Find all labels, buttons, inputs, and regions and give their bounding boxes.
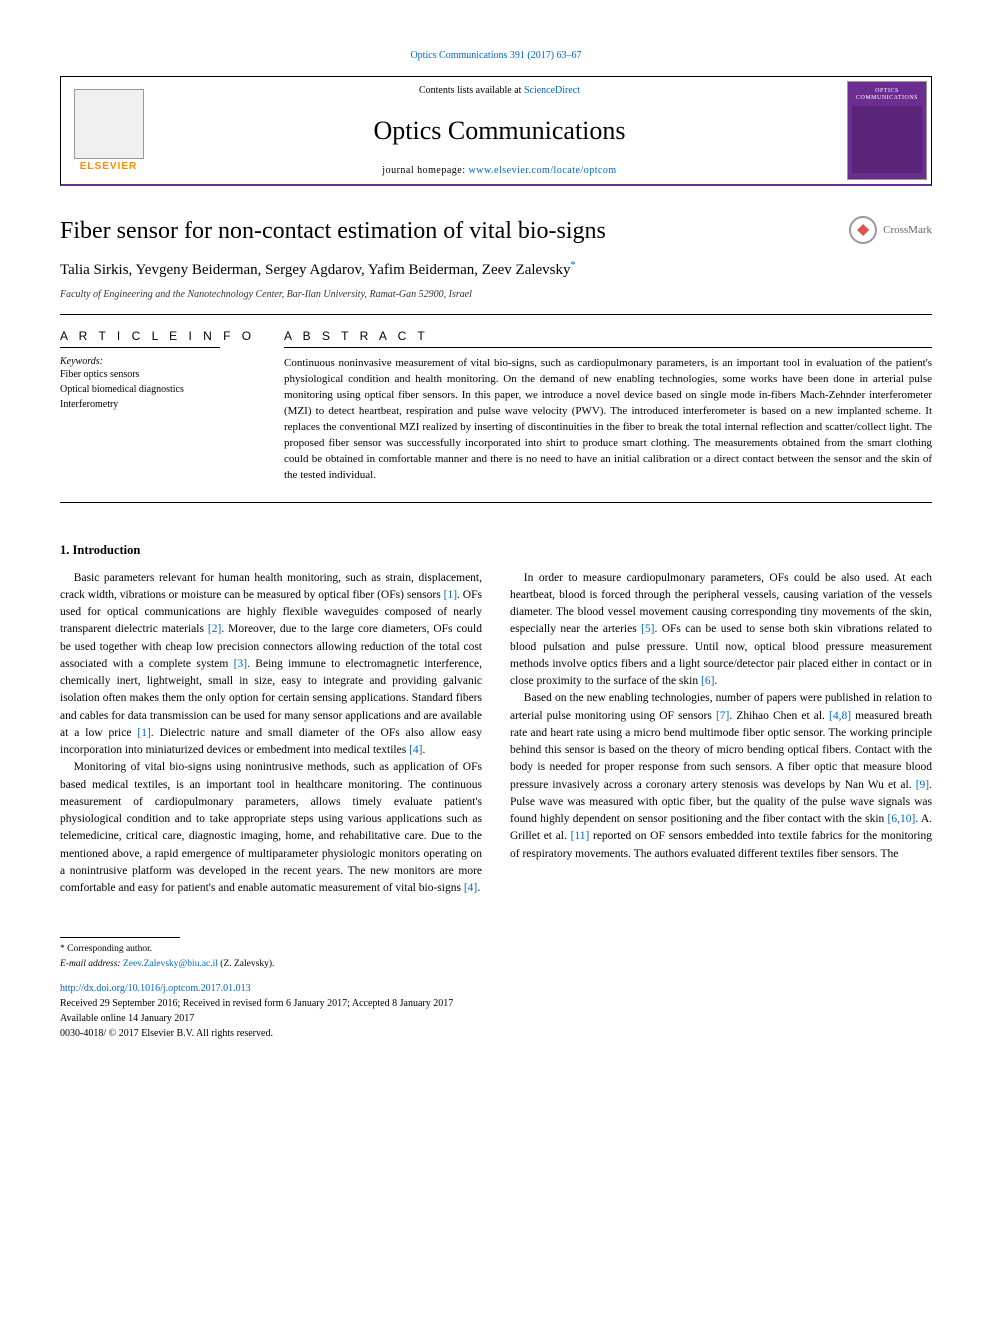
copyright-line: 0030-4018/ © 2017 Elsevier B.V. All righ… <box>60 1026 932 1041</box>
contents-line: Contents lists available at ScienceDirec… <box>156 85 843 96</box>
banner-center: Contents lists available at ScienceDirec… <box>156 77 843 184</box>
available-line: Available online 14 January 2017 <box>60 1011 932 1026</box>
citation-link[interactable]: [11] <box>571 830 590 842</box>
abstract-text: Continuous noninvasive measurement of vi… <box>284 356 932 484</box>
homepage-line: journal homepage: www.elsevier.com/locat… <box>156 165 843 176</box>
body-two-column: Basic parameters relevant for human heal… <box>60 570 932 898</box>
header-reference: Optics Communications 391 (2017) 63–67 <box>60 50 932 61</box>
citation-link[interactable]: [6,10] <box>888 813 916 825</box>
authors: Talia Sirkis, Yevgeny Beiderman, Sergey … <box>60 259 932 281</box>
affiliation: Faculty of Engineering and the Nanotechn… <box>60 289 932 300</box>
body-paragraph: Basic parameters relevant for human heal… <box>60 570 482 760</box>
journal-banner: ELSEVIER Contents lists available at Sci… <box>60 76 932 186</box>
footer-block: * Corresponding author. E-mail address: … <box>60 937 932 1041</box>
citation-link[interactable]: [1] <box>444 589 457 601</box>
info-rule <box>60 347 220 348</box>
citation-link[interactable]: [9] <box>916 779 929 791</box>
email-link[interactable]: Zeev.Zalevsky@biu.ac.il <box>123 959 218 969</box>
article-info-heading: A R T I C L E I N F O <box>60 329 260 343</box>
keyword-item: Fiber optics sensors <box>60 367 260 382</box>
cover-label-2: COMMUNICATIONS <box>856 95 918 102</box>
email-name: (Z. Zalevsky). <box>218 959 274 969</box>
citation-link[interactable]: [3] <box>234 658 247 670</box>
journal-cover: OPTICS COMMUNICATIONS <box>847 81 927 180</box>
doi-link[interactable]: http://dx.doi.org/10.1016/j.optcom.2017.… <box>60 983 251 994</box>
abstract-heading: A B S T R A C T <box>284 329 932 343</box>
keywords-label: Keywords: <box>60 356 260 367</box>
separator <box>60 502 932 503</box>
article-info-block: A R T I C L E I N F O Keywords: Fiber op… <box>60 329 260 484</box>
journal-title: Optics Communications <box>156 116 843 146</box>
received-line: Received 29 September 2016; Received in … <box>60 996 932 1011</box>
citation-link[interactable]: [5] <box>641 623 654 635</box>
citation-link[interactable]: [4,8] <box>829 710 851 722</box>
body-paragraph: Monitoring of vital bio-signs using noni… <box>60 759 482 897</box>
abstract-block: A B S T R A C T Continuous noninvasive m… <box>284 329 932 484</box>
email-label: E-mail address: <box>60 959 123 969</box>
homepage-link[interactable]: www.elsevier.com/locate/optcom <box>469 165 617 176</box>
keyword-item: Optical biomedical diagnostics <box>60 382 260 397</box>
citation-link[interactable]: [7] <box>716 710 729 722</box>
cover-body-icon <box>852 106 922 173</box>
separator <box>60 314 932 315</box>
citation-link[interactable]: [4] <box>464 882 477 894</box>
sciencedirect-link[interactable]: ScienceDirect <box>524 85 580 96</box>
crossmark-label: CrossMark <box>883 224 932 236</box>
authors-list: Talia Sirkis, Yevgeny Beiderman, Sergey … <box>60 262 571 278</box>
cover-label-1: OPTICS <box>875 88 899 95</box>
elsevier-logo[interactable]: ELSEVIER <box>61 77 156 184</box>
body-paragraph: In order to measure cardiopulmonary para… <box>510 570 932 691</box>
elsevier-tree-icon <box>74 89 144 159</box>
footer-rule <box>60 937 180 938</box>
abstract-rule <box>284 347 932 348</box>
corr-symbol: * <box>571 260 576 271</box>
corresponding-author: * Corresponding author. <box>60 942 932 956</box>
citation-link[interactable]: [1] <box>137 727 150 739</box>
keyword-item: Interferometry <box>60 397 260 412</box>
citation-link[interactable]: [4] <box>409 744 422 756</box>
elsevier-name: ELSEVIER <box>80 161 137 172</box>
contents-prefix: Contents lists available at <box>419 85 524 96</box>
article-title: Fiber sensor for non-contact estimation … <box>60 216 606 247</box>
homepage-prefix: journal homepage: <box>382 165 468 176</box>
citation-link[interactable]: [2] <box>208 623 221 635</box>
intro-heading: 1. Introduction <box>60 543 932 558</box>
email-line: E-mail address: Zeev.Zalevsky@biu.ac.il … <box>60 957 932 971</box>
crossmark-badge[interactable]: CrossMark <box>849 216 932 244</box>
body-paragraph: Based on the new enabling technologies, … <box>510 690 932 863</box>
citation-link[interactable]: [6] <box>701 675 714 687</box>
crossmark-icon <box>849 216 877 244</box>
